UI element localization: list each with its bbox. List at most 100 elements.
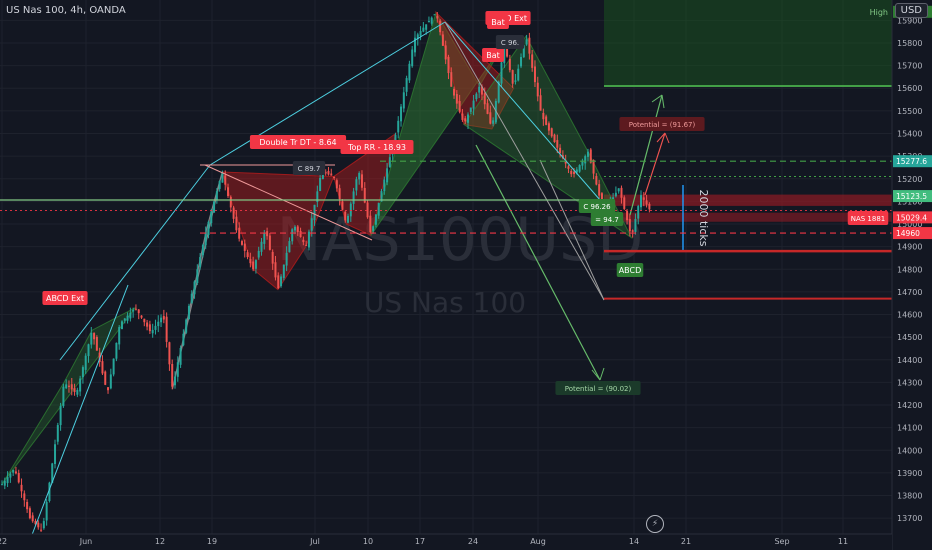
candle-body: [645, 200, 648, 205]
level-price-text: 15029.4: [896, 213, 927, 222]
price-tick-label: 14900: [897, 243, 922, 252]
candle-body: [171, 363, 174, 387]
time-tick-label: 19: [207, 537, 217, 546]
candle-body: [553, 134, 556, 143]
watermark-ticker: NAS100USD: [277, 205, 644, 275]
candle-body: [196, 269, 199, 283]
label-box: [495, 35, 525, 49]
candle-body: [589, 149, 592, 163]
time-axis[interactable]: 22 Jun 12 19 Jul 10 17 24 Aug 14 21 Sep 11: [0, 533, 892, 550]
candle-body: [54, 444, 57, 464]
projection-line: [444, 21, 601, 201]
candle-body: [26, 501, 29, 510]
candle-body: [277, 275, 280, 289]
candle-body: [397, 120, 400, 133]
tradingview-logo-icon[interactable]: ⚡: [646, 515, 664, 533]
candle-body: [531, 54, 534, 68]
candle-body: [151, 329, 154, 334]
candle-body: [492, 120, 495, 124]
price-tick-label: 15900: [897, 16, 922, 25]
candle-body: [525, 39, 528, 45]
candle-body: [313, 204, 316, 221]
candle-body: [254, 260, 257, 269]
candle-body: [90, 332, 93, 345]
price-tick-label: 15400: [897, 130, 922, 139]
candle-body: [132, 309, 135, 312]
candle-body: [358, 172, 361, 180]
candle-body: [402, 92, 405, 109]
candle-body: [268, 235, 271, 250]
candle-body: [380, 191, 383, 202]
candle-body: [355, 179, 358, 191]
candle-body: [447, 56, 450, 74]
candle-body: [422, 27, 425, 32]
arrow-head: [661, 94, 665, 109]
candle-body: [327, 171, 330, 175]
candle-body: [559, 147, 562, 153]
candle-body: [213, 201, 216, 213]
candle-body: [433, 14, 436, 16]
candle-body: [517, 68, 520, 81]
watermark-name: US Nas 100: [364, 286, 526, 319]
target-zones: [604, 0, 892, 222]
candle-body: [528, 37, 531, 54]
candle-body: [23, 493, 26, 501]
currency-badge[interactable]: USD: [894, 3, 928, 18]
candle-body: [62, 386, 65, 407]
candle-body: [511, 70, 514, 84]
candle-body: [302, 239, 305, 243]
level-price-text: 15123.5: [896, 192, 927, 201]
candle-body: [310, 218, 313, 231]
candle-body: [215, 191, 218, 201]
candle-body: [305, 244, 308, 246]
candle-body: [408, 63, 411, 81]
candle-body: [140, 315, 143, 318]
candle-body: [461, 113, 464, 120]
candle-body: [500, 62, 503, 84]
candle-body: [372, 226, 375, 231]
candle-body: [129, 312, 132, 319]
label-box: [619, 117, 705, 131]
label-text: Top RR - 18.93: [347, 143, 406, 152]
arrow-head: [651, 94, 663, 103]
candle-body: [246, 252, 249, 258]
label-text: Potential = (90.02): [565, 385, 632, 393]
candle-body: [120, 321, 123, 330]
candle-body: [595, 176, 598, 185]
candle-body: [444, 45, 447, 60]
candle-body: [59, 405, 62, 426]
candle-body: [467, 114, 470, 123]
label-text: ABCD Ext: [46, 294, 84, 303]
candle-body: [547, 123, 550, 131]
candle-body: [634, 218, 637, 232]
candle-body: [201, 244, 204, 256]
candle-body: [51, 463, 54, 483]
candle-body: [288, 241, 291, 253]
candle-body: [522, 45, 525, 58]
candle-body: [321, 172, 324, 180]
price-tick-label: 14000: [897, 446, 922, 455]
candle-body: [545, 116, 548, 125]
price-tick-label: 15600: [897, 84, 922, 93]
symbol-title[interactable]: US Nas 100, 4h, OANDA: [6, 5, 126, 16]
candle-body: [17, 473, 20, 483]
time-tick-label: 10: [363, 537, 373, 546]
candle-body: [229, 196, 232, 208]
candle-body: [224, 175, 227, 185]
projection-line: [59, 164, 211, 361]
candle-body: [227, 187, 230, 197]
candle-body: [9, 473, 12, 478]
candle-body: [425, 24, 428, 30]
candle-body: [12, 469, 15, 473]
price-tick-label: 15200: [897, 175, 922, 184]
price-axis[interactable]: 13700 13800 13900 14000 14100 14200 14300 14400…: [870, 0, 932, 550]
candle-body: [450, 72, 453, 87]
candle-body: [617, 188, 620, 192]
price-tick-label: 14300: [897, 378, 922, 387]
label-text: Bat: [486, 51, 500, 60]
price-tick-label: 14600: [897, 311, 922, 320]
high-label: High: [870, 8, 888, 17]
candle-body: [640, 195, 643, 208]
level-price-label: [893, 155, 932, 168]
